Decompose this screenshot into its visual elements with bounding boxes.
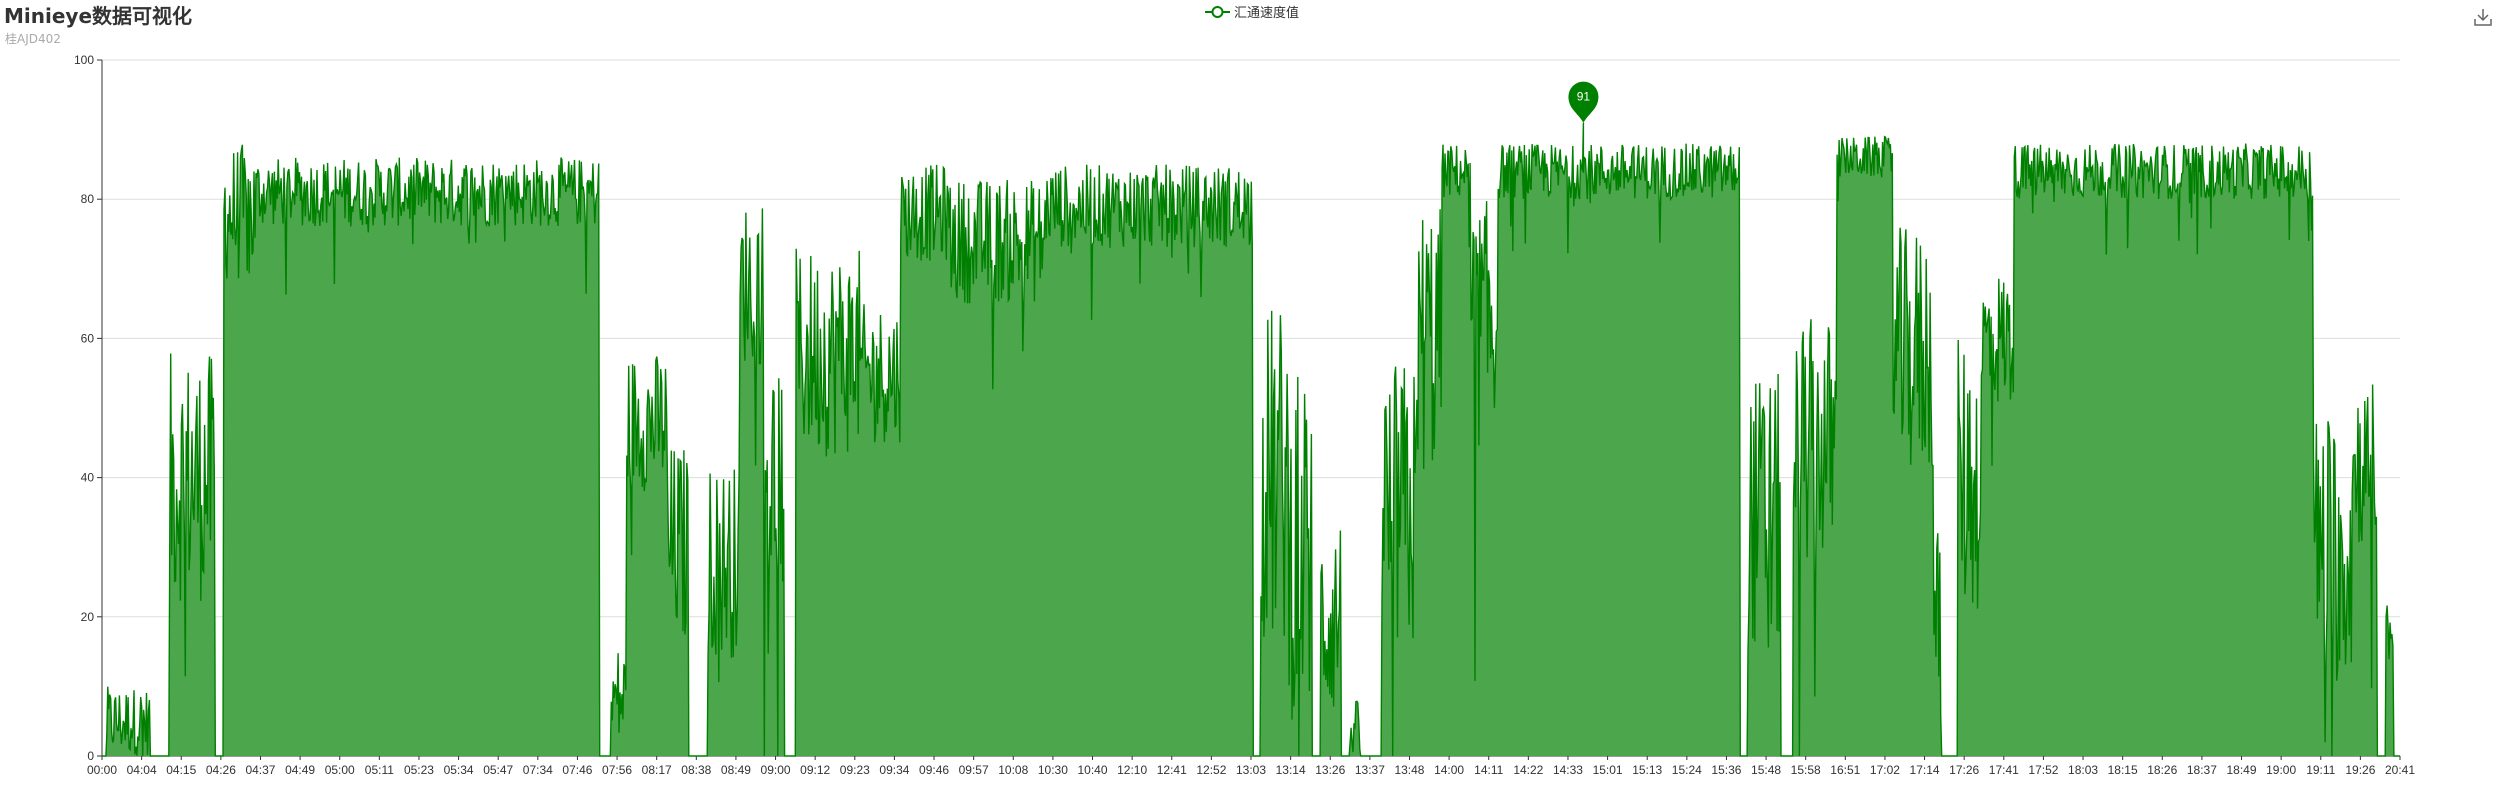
legend-label: 汇通速度值 [1234,6,1300,21]
y-tick-label: 40 [81,471,95,485]
y-tick-label: 100 [74,53,94,67]
x-tick-label: 07:34 [523,763,553,777]
x-tick-label: 14:22 [1513,763,1543,777]
x-tick-label: 19:00 [2266,763,2296,777]
x-tick-label: 04:37 [245,763,275,777]
x-tick-label: 09:00 [761,763,791,777]
y-tick-label: 80 [81,192,95,206]
x-tick-label: 17:14 [1910,763,1940,777]
x-tick-label: 18:37 [2187,763,2217,777]
series-line [102,122,2400,757]
x-tick-label: 04:15 [166,763,196,777]
x-tick-label: 15:48 [1751,763,1781,777]
max-point-marker [1568,81,1599,123]
x-tick-label: 12:52 [1196,763,1226,777]
x-tick-label: 17:26 [1949,763,1979,777]
x-tick-label: 09:12 [800,763,830,777]
x-tick-label: 10:40 [1078,763,1108,777]
download-icon [2474,9,2492,26]
x-tick-label: 18:26 [2147,763,2177,777]
chart-subtitle: 桂AJD402 [5,32,61,46]
x-tick-label: 10:30 [1038,763,1068,777]
chart-title: Minieye数据可视化 [4,4,193,28]
x-tick-label: 17:02 [1870,763,1900,777]
x-tick-label: 05:47 [483,763,513,777]
x-tick-label: 18:49 [2227,763,2257,777]
x-tick-label: 12:41 [1157,763,1187,777]
x-tick-label: 14:33 [1553,763,1583,777]
x-tick-label: 15:13 [1632,763,1662,777]
x-tick-label: 13:14 [1276,763,1306,777]
x-tick-label: 09:23 [840,763,870,777]
x-tick-label: 18:03 [2068,763,2098,777]
x-tick-label: 13:26 [1315,763,1345,777]
x-tick-label: 04:04 [127,763,157,777]
y-tick-label: 20 [81,610,95,624]
x-tick-label: 12:10 [1117,763,1147,777]
x-tick-label: 16:51 [1830,763,1860,777]
y-tick-label: 60 [81,331,95,345]
x-tick-label: 05:34 [444,763,474,777]
x-tick-label: 14:11 [1474,763,1503,777]
x-tick-label: 13:03 [1236,763,1266,777]
x-tick-label: 17:41 [1989,763,2019,777]
x-tick-label: 07:56 [602,763,632,777]
x-tick-label: 10:08 [998,763,1028,777]
x-tick-label: 04:49 [285,763,315,777]
x-tick-label: 08:49 [721,763,751,777]
x-tick-label: 13:48 [1394,763,1424,777]
max-point-label: 91 [1577,90,1591,104]
x-tick-label: 05:23 [404,763,434,777]
x-tick-label: 15:24 [1672,763,1702,777]
x-tick-label: 04:26 [206,763,236,777]
x-tick-label: 07:46 [562,763,592,777]
x-tick-label: 15:36 [1711,763,1741,777]
x-tick-label: 17:52 [2028,763,2058,777]
x-tick-label: 09:46 [919,763,949,777]
y-tick-label: 0 [87,749,94,763]
x-tick-label: 09:34 [879,763,909,777]
legend[interactable]: 汇通速度值 [1205,2,1299,21]
x-tick-label: 20:41 [2385,763,2415,777]
x-tick-label: 18:15 [2108,763,2138,777]
x-tick-label: 19:26 [2345,763,2375,777]
x-tick-label: 05:11 [365,763,394,777]
x-tick-label: 13:37 [1355,763,1385,777]
x-tick-label: 05:00 [325,763,355,777]
x-tick-label: 15:58 [1791,763,1821,777]
x-tick-label: 09:57 [959,763,989,777]
legend-line-circle-icon [1205,5,1230,18]
x-tick-label: 14:00 [1434,763,1464,777]
x-tick-label: 19:11 [2306,763,2335,777]
series-area [102,122,2400,757]
save-as-image-button[interactable] [2472,6,2494,28]
x-tick-label: 00:00 [87,763,117,777]
x-tick-label: 15:01 [1593,763,1623,777]
x-tick-label: 08:17 [642,763,672,777]
x-tick-label: 08:38 [681,763,711,777]
